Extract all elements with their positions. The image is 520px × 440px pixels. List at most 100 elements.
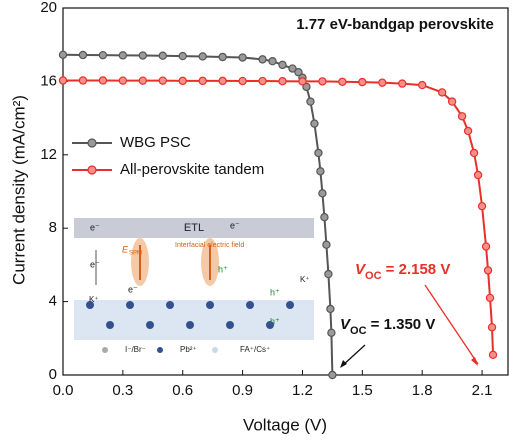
annotation-arrow bbox=[424, 284, 479, 365]
arrowhead bbox=[340, 360, 347, 368]
x-tick-label: 1.8 bbox=[412, 382, 433, 399]
data-point bbox=[268, 57, 277, 66]
data-point bbox=[483, 266, 493, 275]
inset-label: h⁺ bbox=[218, 264, 228, 274]
chart-title: 1.77 eV-bandgap perovskite bbox=[296, 16, 494, 33]
inset-label: K⁺ bbox=[300, 275, 310, 284]
inset-label: I⁻/Br⁻ bbox=[125, 345, 146, 354]
data-point bbox=[417, 80, 427, 90]
data-point bbox=[138, 51, 148, 60]
y-tick-label: 20 bbox=[40, 0, 57, 16]
x-tick-label: 0.3 bbox=[112, 382, 133, 399]
data-point bbox=[358, 77, 367, 87]
data-point bbox=[487, 323, 497, 332]
data-point bbox=[258, 55, 267, 64]
y-tick-label: 8 bbox=[49, 219, 57, 236]
data-point bbox=[485, 293, 495, 303]
annotation-symbol: V bbox=[355, 261, 367, 278]
data-point bbox=[118, 76, 128, 85]
data-point bbox=[288, 64, 297, 73]
data-point bbox=[58, 76, 68, 85]
legend-label: All-perovskite tandem bbox=[120, 161, 264, 178]
etl-layer bbox=[74, 218, 314, 238]
x-tick-label: 1.2 bbox=[292, 382, 313, 399]
inset-illustration: ETL Interfacial electric field E SPM e⁻ e⁻ e⁻ e… bbox=[74, 215, 314, 355]
inset-label: e⁻ bbox=[90, 259, 100, 269]
inset-label: h⁺ bbox=[270, 316, 280, 326]
data-point bbox=[324, 269, 333, 279]
data-point bbox=[318, 77, 327, 86]
data-point bbox=[457, 112, 467, 121]
data-point bbox=[118, 51, 128, 60]
data-point bbox=[473, 170, 483, 180]
y-tick-label: 0 bbox=[49, 366, 57, 383]
annotation-text: = 2.158 V bbox=[382, 261, 451, 278]
x-tick-label: 0.9 bbox=[232, 382, 253, 399]
x-tick-label: 1.5 bbox=[352, 382, 373, 399]
data-point bbox=[298, 77, 307, 86]
annotation-text: = 1.350 V bbox=[367, 316, 436, 333]
x-tick-label: 0.6 bbox=[172, 382, 193, 399]
data-point bbox=[138, 76, 148, 85]
data-point bbox=[488, 350, 498, 360]
annotation: VOC = 1.350 V bbox=[340, 316, 435, 337]
x-tick-label: 0.0 bbox=[53, 382, 74, 399]
inset-label: e⁻ bbox=[230, 220, 240, 230]
data-point bbox=[326, 304, 335, 314]
data-point bbox=[58, 50, 68, 59]
annotation-symbol: V bbox=[340, 316, 352, 333]
data-point bbox=[198, 76, 207, 86]
legend-label: WBG PSC bbox=[120, 134, 191, 151]
data-point bbox=[477, 201, 487, 211]
inset-label: h⁺ bbox=[270, 287, 280, 297]
data-point bbox=[178, 76, 187, 86]
data-point bbox=[322, 240, 331, 249]
inset-label: SPM bbox=[129, 251, 142, 257]
lattice bbox=[74, 300, 314, 340]
data-point bbox=[316, 167, 325, 176]
data-point bbox=[278, 60, 287, 70]
annotation-subscript: OC bbox=[365, 270, 382, 282]
annotation-subscript: OC bbox=[350, 325, 367, 337]
inset-label: E bbox=[122, 244, 129, 254]
data-point bbox=[98, 50, 108, 60]
data-point bbox=[310, 119, 319, 128]
data-point bbox=[218, 76, 227, 86]
data-point bbox=[469, 148, 479, 158]
inset-label: Interfacial electric field bbox=[175, 242, 244, 249]
data-point bbox=[178, 51, 187, 61]
data-point bbox=[398, 79, 407, 88]
legend-marker bbox=[87, 138, 97, 148]
data-point bbox=[158, 51, 167, 60]
data-point bbox=[320, 212, 329, 222]
arrowhead bbox=[471, 357, 478, 366]
y-tick-label: 12 bbox=[40, 146, 57, 163]
plot-frame bbox=[62, 7, 509, 376]
data-point bbox=[98, 76, 108, 85]
inset-label: FA⁺/Cs⁺ bbox=[240, 345, 270, 354]
legend-dot bbox=[102, 347, 108, 353]
inset-label: e⁻ bbox=[90, 222, 100, 232]
data-point bbox=[78, 50, 88, 60]
data-point bbox=[463, 126, 473, 136]
data-point bbox=[302, 82, 311, 92]
data-point bbox=[437, 88, 447, 97]
annotation-arrow bbox=[341, 344, 366, 367]
data-point bbox=[238, 76, 247, 86]
data-point bbox=[306, 97, 315, 106]
data-point bbox=[238, 53, 247, 62]
x-tick-label: 2.1 bbox=[472, 382, 493, 399]
data-point bbox=[447, 97, 457, 106]
data-point bbox=[158, 76, 167, 85]
y-tick-label: 16 bbox=[40, 72, 57, 89]
data-point bbox=[481, 242, 491, 251]
inset-label: e⁻ bbox=[128, 284, 138, 294]
inset-label: K⁺ bbox=[89, 295, 99, 304]
data-point bbox=[327, 328, 336, 337]
legend-marker bbox=[87, 165, 97, 175]
legend-dot bbox=[157, 347, 163, 353]
x-axis-label: Voltage (V) bbox=[243, 415, 327, 434]
data-point bbox=[314, 148, 323, 158]
legend-dot bbox=[212, 347, 218, 353]
